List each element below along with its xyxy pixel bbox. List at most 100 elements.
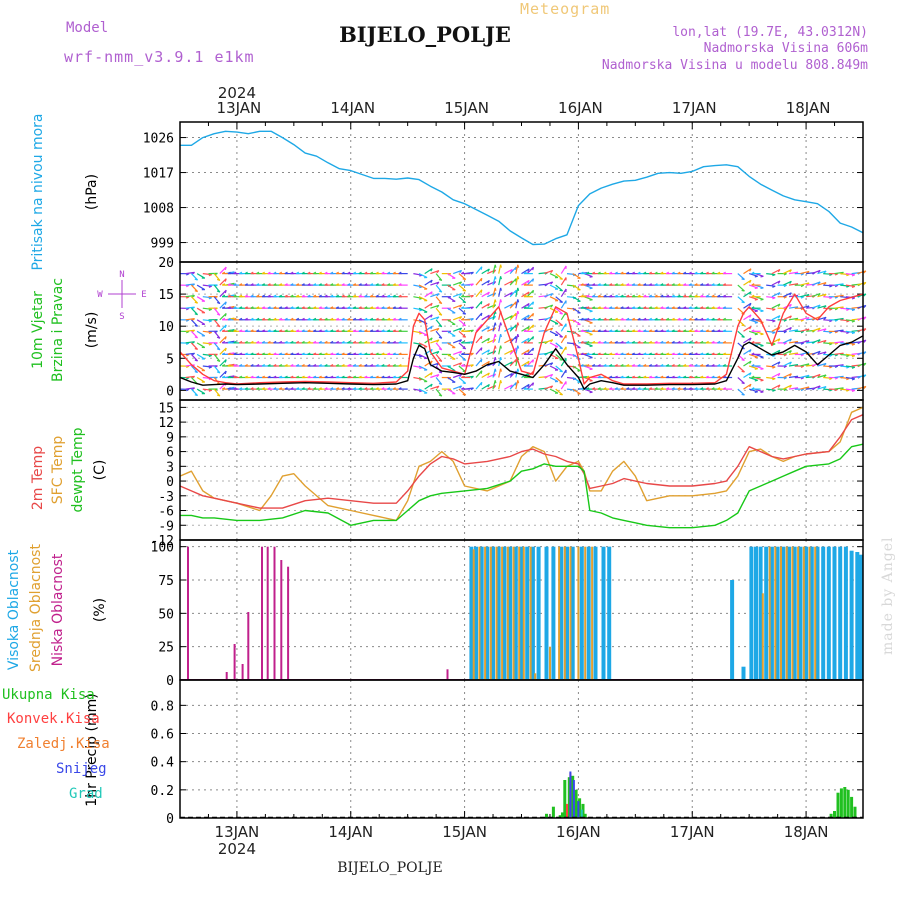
wind-arrow-head: [224, 359, 227, 363]
ytick-label-pressure-1008: 1008: [143, 202, 174, 217]
wind-arrow-head: [823, 351, 827, 355]
wind-arrow-head: [233, 375, 237, 379]
wind-arrow-head: [191, 306, 195, 310]
wind-arrow: [498, 380, 502, 390]
wind-arrow-head: [347, 306, 351, 309]
wind-arrow-head: [284, 271, 288, 275]
wind-arrow-head: [436, 327, 440, 332]
wind-arrow-head: [273, 363, 277, 367]
wind-arrow-head: [591, 387, 596, 390]
wind-arrow-head: [688, 294, 692, 298]
wind-arrow-head: [398, 352, 402, 355]
wind-arrow-head: [290, 387, 294, 390]
ytick-label-clouds-50: 50: [158, 607, 174, 622]
wind-arrow: [783, 384, 792, 390]
wind-arrow-head: [597, 306, 601, 309]
wind-arrow: [509, 382, 517, 390]
wind-arrow: [452, 339, 462, 344]
wind-arrow-head: [722, 283, 726, 286]
wind-arrow-head: [500, 322, 502, 326]
wind-arrow-head: [494, 333, 497, 338]
wind-arrow-head: [749, 314, 752, 318]
mid-cloud-bar: [489, 546, 492, 680]
wind-arrow-head: [559, 370, 563, 373]
wind-arrow-head: [609, 375, 613, 379]
wind-arrow: [526, 347, 534, 355]
wind-arrow-head: [654, 283, 658, 286]
wind-arrow-head: [462, 336, 466, 338]
wind-arrow: [555, 307, 563, 315]
wind-arrow-head: [318, 340, 322, 344]
wind-arrow-head: [749, 372, 752, 376]
wind-arrow-head: [233, 283, 237, 286]
wind-arrow-head: [191, 271, 195, 275]
wind-arrow-head: [751, 306, 755, 309]
wind-arrow: [549, 273, 559, 279]
wind-arrow-head: [591, 283, 596, 286]
wind-arrow-head: [514, 324, 517, 328]
wind-arrow: [481, 268, 490, 275]
wind-arrow-head: [284, 306, 288, 309]
high-cloud-bar: [479, 546, 484, 680]
wind-arrow-head: [823, 363, 827, 367]
wind-arrow-head: [783, 273, 787, 276]
wind-arrow-head: [683, 352, 687, 355]
wind-arrow-head: [261, 375, 265, 379]
wind-arrow-head: [559, 278, 563, 280]
wind-arrow: [743, 337, 752, 344]
wind-arrow-head: [352, 340, 357, 344]
wind-arrow-head: [688, 317, 692, 321]
wind-arrow-head: [430, 326, 433, 330]
wind-arrow-head: [301, 352, 305, 355]
wind-arrow-head: [754, 368, 758, 370]
high-cloud-bar: [758, 546, 763, 680]
wind-arrow: [526, 301, 534, 309]
wind-arrow-head: [517, 380, 520, 384]
ytick-label-clouds-75: 75: [158, 574, 174, 589]
wind-arrow-head: [517, 276, 520, 280]
wind-arrow-head: [863, 328, 867, 332]
wind-arrow-head: [224, 370, 227, 375]
wind-arrow-head: [705, 294, 709, 298]
wind-arrow: [783, 280, 792, 286]
wind-arrow-head: [381, 294, 385, 298]
low-cloud-bar: [241, 664, 244, 680]
high-cloud-bar: [730, 580, 735, 680]
wind-arrow-head: [392, 294, 396, 298]
wind-arrow-head: [783, 319, 787, 322]
wind-arrow-head: [772, 354, 776, 358]
wind-arrow: [481, 349, 490, 355]
wind-arrow: [447, 330, 456, 337]
wind-arrow: [555, 365, 563, 373]
pressure-line: [180, 130, 864, 246]
wind-arrow-head: [330, 294, 334, 298]
wind-arrow-head: [335, 363, 339, 367]
wind-arrow-head: [637, 271, 641, 275]
wind-arrow-head: [603, 352, 607, 355]
high-cloud-bar: [579, 546, 584, 680]
wind-arrow: [766, 273, 776, 276]
wind-arrow-head: [290, 306, 294, 309]
wind-arrow-head: [186, 307, 190, 311]
wind-arrow-head: [227, 387, 231, 390]
high-cloud-bar: [804, 546, 809, 680]
wind-arrow-head: [324, 363, 328, 367]
wind-arrow-head: [462, 382, 466, 384]
wind-arrow: [749, 330, 758, 335]
wind-arrow: [766, 365, 776, 368]
wind-arrow: [783, 338, 792, 344]
wind-arrow-head: [233, 317, 237, 321]
wind-arrow-head: [559, 289, 563, 292]
wind-arrow-head: [863, 305, 867, 309]
wind-arrow-head: [789, 315, 792, 319]
wind-arrow: [504, 280, 513, 286]
wind-arrow: [834, 271, 844, 275]
bottom-day-label-17JAN: 17JAN: [670, 823, 715, 841]
wind-arrow: [811, 385, 821, 390]
wind-arrow-head: [295, 283, 300, 286]
wind-arrow: [515, 380, 519, 390]
wind-arrow-head: [462, 347, 466, 350]
wind-arrow: [452, 292, 462, 298]
wind-arrow-head: [863, 270, 867, 274]
high-cloud-bar: [601, 546, 606, 680]
